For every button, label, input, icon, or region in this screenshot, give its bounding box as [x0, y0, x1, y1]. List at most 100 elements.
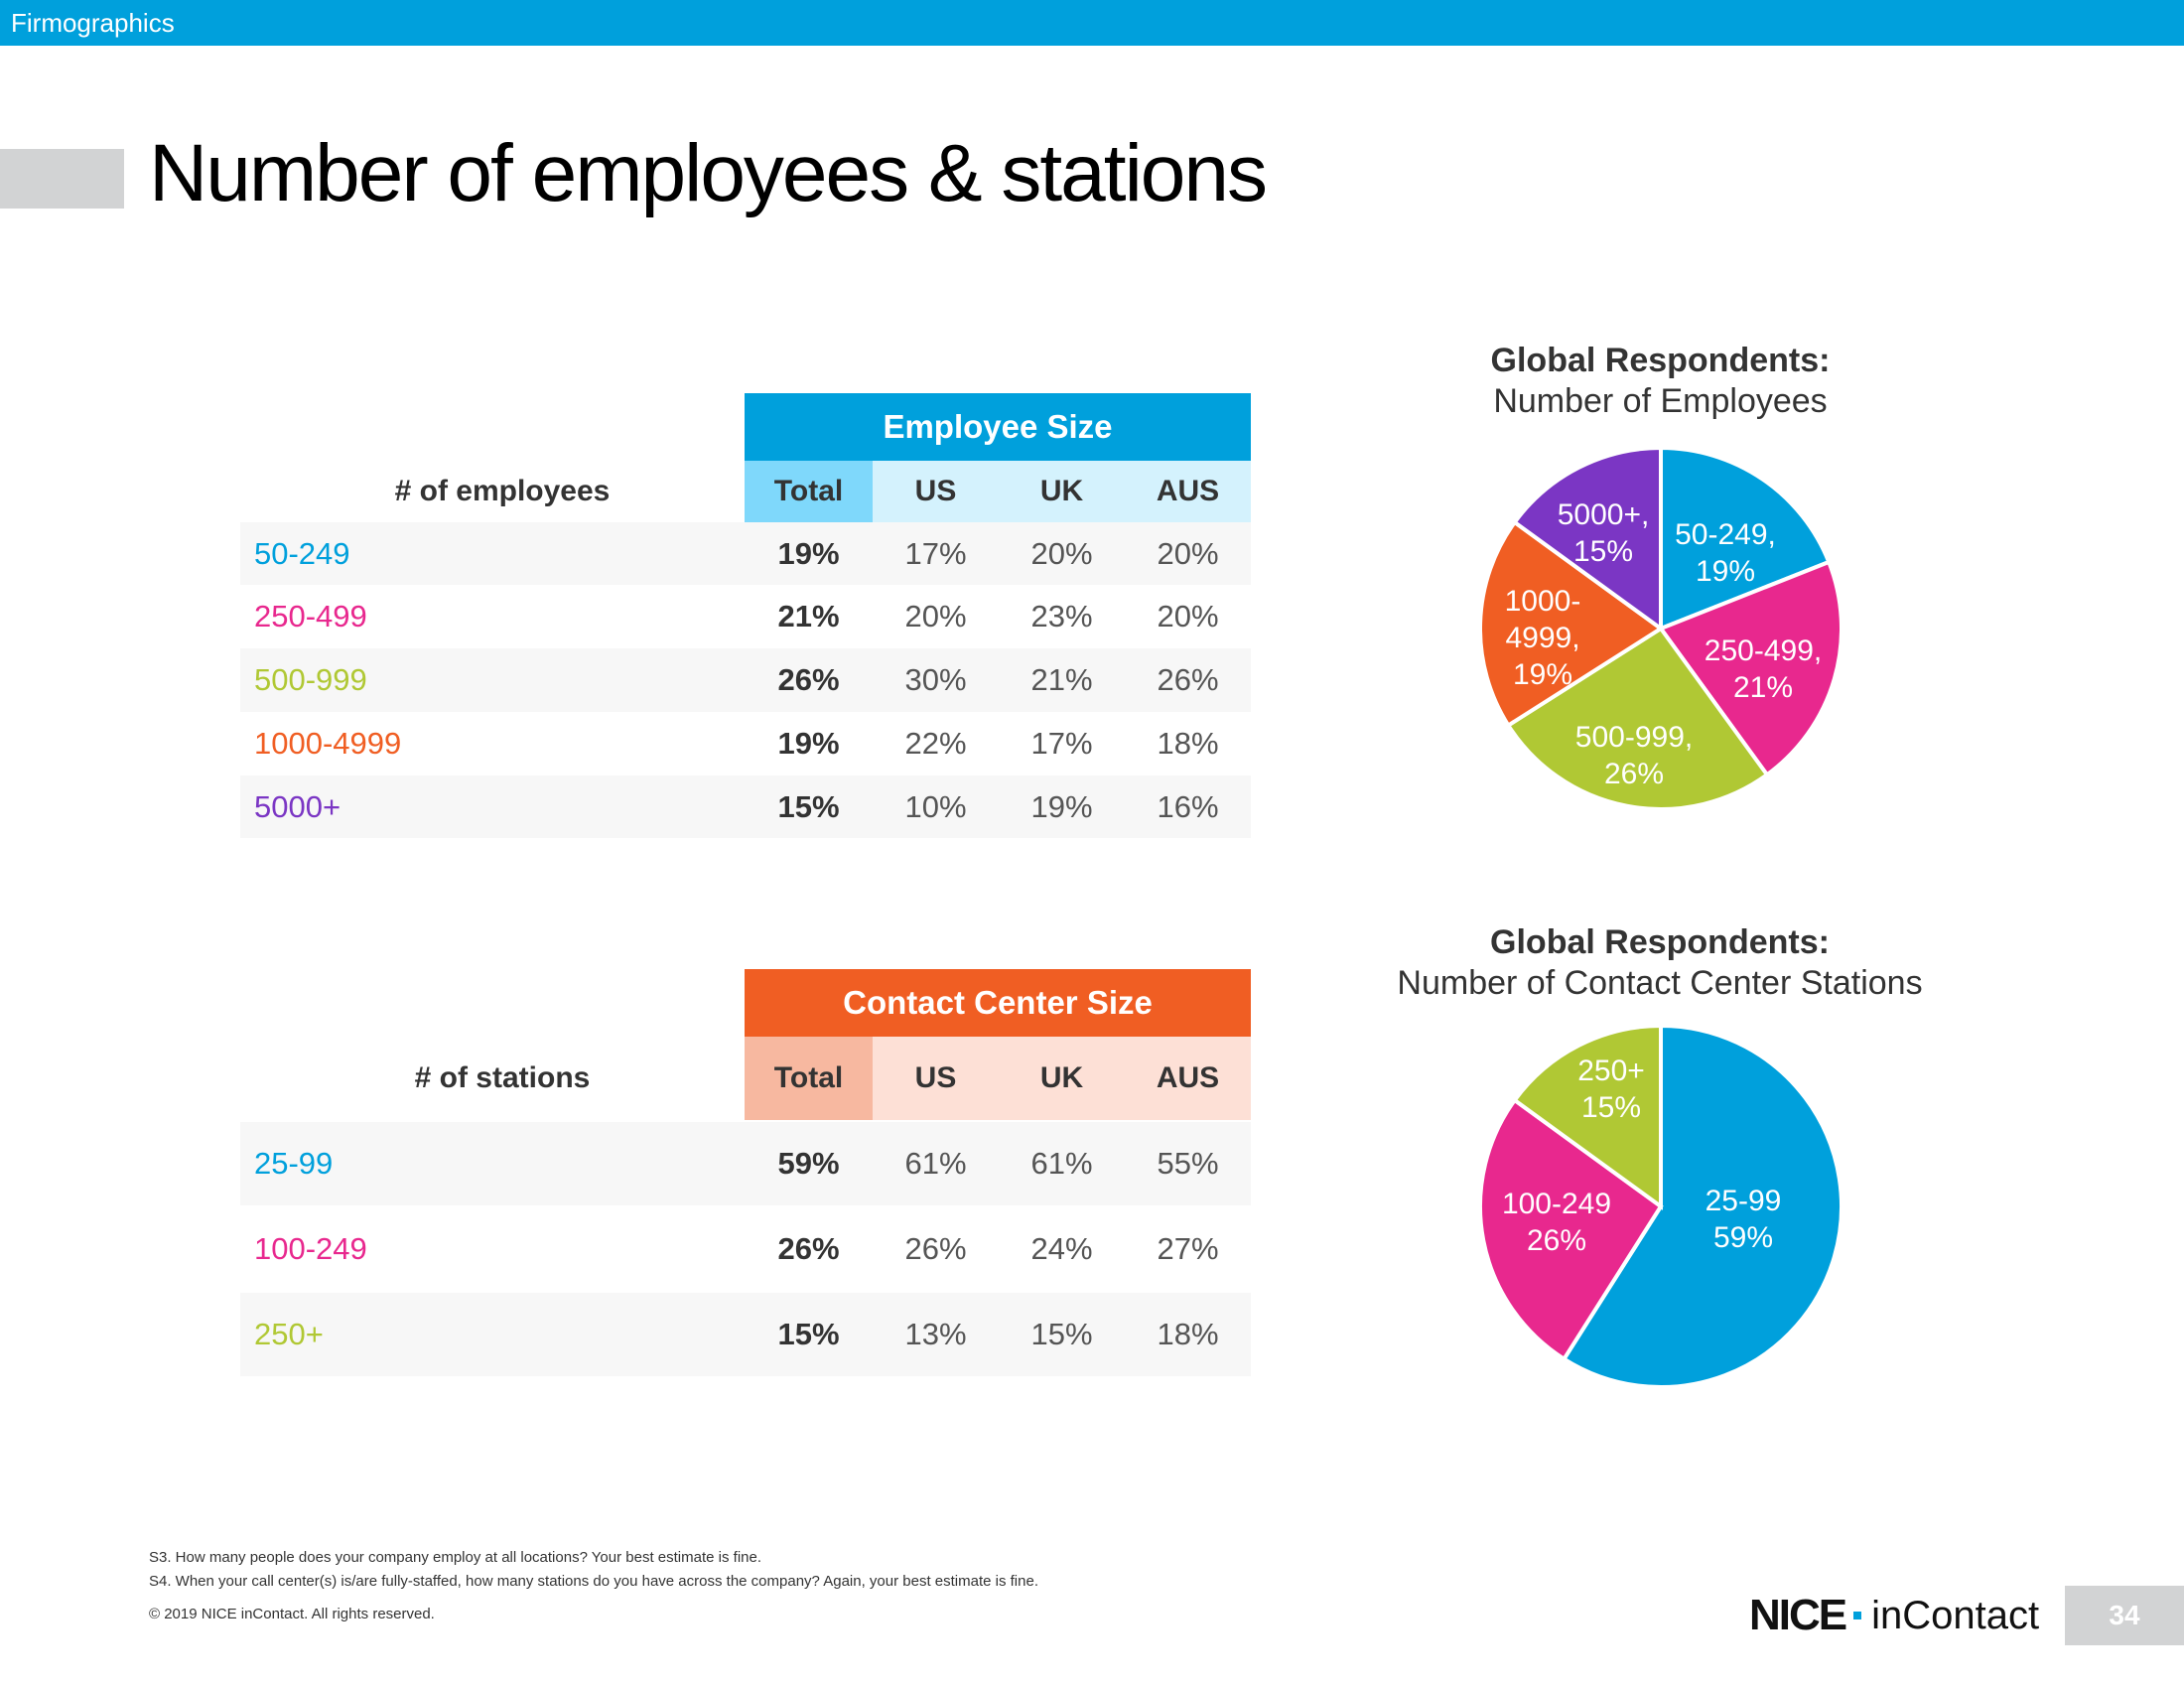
cell-aus: 20% — [1157, 535, 1219, 571]
stations-row-label-header: # of stations — [414, 1061, 591, 1094]
employee-size-table: Employee Size # of employees Total US UK… — [240, 393, 1251, 842]
cell-uk: 17% — [1030, 726, 1093, 761]
logo-brand: NICE — [1749, 1591, 1847, 1639]
table-row: 250-499 21% 20% 23% 20% — [240, 585, 1251, 648]
pie-slice-100-249 — [1478, 1097, 1664, 1362]
cell-total: 21% — [777, 599, 840, 633]
pie-label-25-99: 25-99 59% — [1706, 1185, 1782, 1254]
table-row: 5000+ 15% 10% 19% 16% — [240, 775, 1251, 838]
pie-slice-250plus — [1511, 1023, 1663, 1210]
col-header-uk: UK — [999, 461, 1125, 522]
cell-us: 20% — [904, 599, 967, 633]
pie-slice-25-99 — [1561, 1023, 1843, 1389]
cell-uk: 20% — [1030, 535, 1093, 571]
contact-center-size-header: Contact Center Size — [745, 969, 1251, 1037]
logo-dot-icon — [1853, 1612, 1862, 1619]
cell-total: 19% — [777, 535, 840, 571]
stations-pie-title-line1: Global Respondents: — [1490, 923, 1830, 961]
pie-slice-1000-4999 — [1478, 519, 1665, 729]
pie-label-1000-4999: 1000-4999, 19% — [1505, 585, 1581, 691]
cell-aus: 20% — [1157, 599, 1219, 633]
table-row: 50-249 19% 17% 20% 20% — [240, 522, 1251, 585]
employees-pie-title: Global Respondents: Number of Employees — [1390, 341, 1931, 423]
employee-size-header: Employee Size — [745, 393, 1251, 461]
cell-total: 15% — [777, 788, 840, 824]
pie-label-250plus: 250+ 15% — [1577, 1055, 1645, 1124]
cell-total: 59% — [777, 1146, 840, 1181]
cell-total: 26% — [777, 1231, 840, 1266]
cell-us: 30% — [904, 662, 967, 697]
page-title: Number of employees & stations — [149, 128, 1268, 218]
row-label: 25-99 — [254, 1146, 334, 1181]
cell-uk: 24% — [1030, 1231, 1093, 1266]
employees-pie-subtitle: Number of Employees — [1493, 382, 1828, 421]
logo-product: inContact — [1871, 1593, 2040, 1637]
col-header-us: US — [873, 461, 999, 522]
employees-pie-title-line1: Global Respondents: — [1490, 342, 1831, 379]
col-header-total: Total — [745, 461, 873, 522]
cell-us: 61% — [904, 1146, 967, 1181]
row-label: 1000-4999 — [254, 726, 402, 761]
pie-slice-250-499 — [1657, 559, 1843, 778]
employee-row-label-header: # of employees — [394, 475, 611, 507]
cell-aus: 18% — [1157, 1317, 1219, 1351]
cell-us: 13% — [904, 1317, 967, 1351]
cell-uk: 21% — [1030, 662, 1093, 697]
cell-aus: 55% — [1157, 1146, 1219, 1181]
cell-uk: 23% — [1030, 599, 1093, 633]
cell-uk: 19% — [1030, 788, 1093, 824]
col-header-us: US — [873, 1037, 999, 1120]
cell-total: 26% — [777, 662, 840, 697]
col-header-uk: UK — [999, 1037, 1125, 1120]
employees-pie-chart: 50-249, 19% 250-499, 21%500-999, 26% 1000-499… — [1478, 445, 1843, 811]
cell-aus: 27% — [1157, 1231, 1219, 1266]
cell-aus: 26% — [1157, 662, 1219, 697]
cell-us: 10% — [904, 788, 967, 824]
cell-uk: 61% — [1030, 1146, 1093, 1181]
stations-pie-chart: 25-99 59% 100-249 26% 250+ 15% — [1478, 1023, 1843, 1389]
stations-pie-subtitle: Number of Contact Center Stations — [1397, 964, 1923, 1003]
title-accent-bar — [0, 149, 124, 209]
cell-total: 19% — [777, 726, 840, 761]
row-label: 5000+ — [254, 788, 341, 824]
row-label: 50-249 — [254, 535, 350, 571]
cell-us: 26% — [904, 1231, 967, 1266]
stations-pie-title: Global Respondents: Number of Contact Ce… — [1362, 922, 1958, 1005]
nice-incontact-logo: NICE inContact — [1749, 1591, 2039, 1640]
pie-label-100-249: 100-249 26% — [1502, 1188, 1611, 1257]
top-bar: Firmographics — [0, 0, 2184, 46]
table-row: 500-999 26% 30% 21% 26% — [240, 648, 1251, 712]
pie-label-500-999: 500-999, 26% — [1575, 721, 1693, 790]
col-header-total: Total — [745, 1037, 873, 1120]
table-row: 250+ 15% 13% 15% 18% — [240, 1293, 1251, 1376]
stations-column-headers: # of stations Total US UK AUS — [240, 1037, 1251, 1120]
row-label: 250-499 — [254, 599, 367, 633]
pie-slice-50-249 — [1659, 445, 1832, 632]
row-label: 500-999 — [254, 662, 367, 697]
cell-aus: 16% — [1157, 788, 1219, 824]
footnote-s4: S4. When your call center(s) is/are full… — [149, 1573, 1038, 1590]
cell-aus: 18% — [1157, 726, 1219, 761]
cell-us: 22% — [904, 726, 967, 761]
col-header-aus: AUS — [1125, 1037, 1251, 1120]
section-label: Firmographics — [11, 8, 175, 38]
table-row: 25-99 59% 61% 61% 55% — [240, 1122, 1251, 1205]
page-number: 34 — [2065, 1586, 2184, 1645]
pie-label-250-499: 250-499, 21% — [1705, 634, 1822, 704]
pie-slice-5000plus — [1511, 445, 1663, 633]
col-header-aus: AUS — [1125, 461, 1251, 522]
contact-center-size-table: Contact Center Size # of stations Total … — [240, 969, 1251, 1378]
employee-column-headers: # of employees Total US UK AUS — [240, 461, 1251, 522]
cell-total: 15% — [777, 1317, 840, 1351]
row-label: 100-249 — [254, 1231, 367, 1266]
pie-label-50-249: 50-249, 19% — [1675, 518, 1776, 588]
cell-us: 17% — [904, 535, 967, 571]
table-row: 1000-4999 19% 22% 17% 18% — [240, 712, 1251, 775]
copyright: © 2019 NICE inContact. All rights reserv… — [149, 1606, 435, 1622]
pie-slice-500-999 — [1505, 626, 1770, 811]
cell-uk: 15% — [1030, 1317, 1093, 1351]
pie-label-5000plus: 5000+, 15% — [1558, 498, 1650, 568]
footnote-s3: S3. How many people does your company em… — [149, 1549, 762, 1566]
row-label: 250+ — [254, 1317, 324, 1351]
table-row: 100-249 26% 26% 24% 27% — [240, 1207, 1251, 1291]
